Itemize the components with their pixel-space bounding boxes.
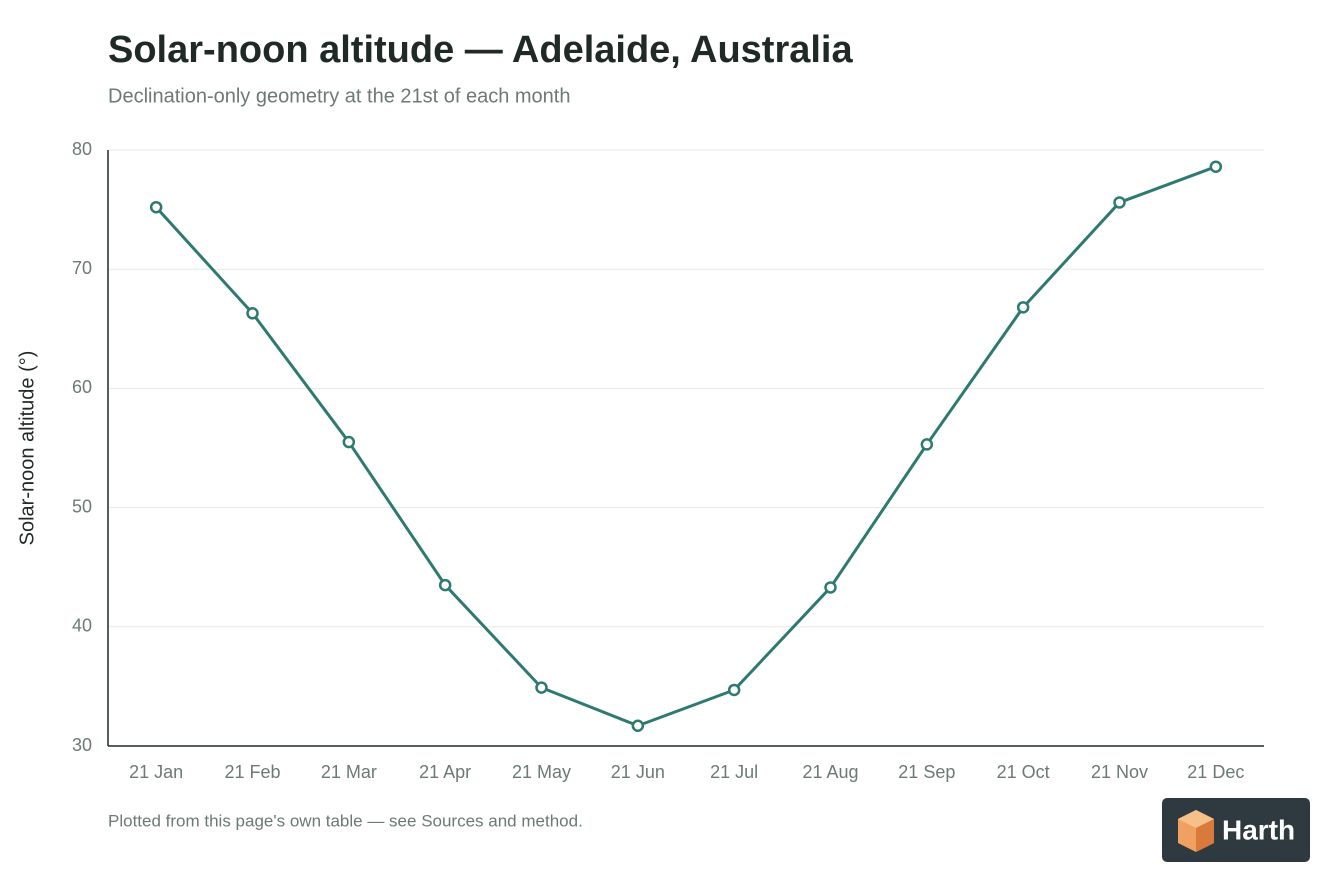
data-point: [438, 578, 452, 592]
chart-title: Solar-noon altitude — Adelaide, Australi…: [108, 29, 853, 71]
y-tick-label: 50: [72, 496, 92, 516]
x-tick-label: 21 Mar: [321, 762, 377, 782]
y-axis-label: Solar-noon altitude (°): [16, 351, 38, 546]
x-tick-label: 21 Apr: [419, 762, 471, 782]
y-tick-label: 80: [72, 139, 92, 159]
x-tick-label: 21 Jun: [611, 762, 665, 782]
data-point: [149, 200, 163, 214]
chart-subtitle: Declination-only geometry at the 21st of…: [108, 85, 570, 107]
x-tick-label: 21 Sep: [898, 762, 955, 782]
brand-logo: Harth: [1162, 798, 1310, 862]
x-tick-label: 21 Nov: [1091, 762, 1148, 782]
x-tick-label: 21 May: [512, 762, 571, 782]
x-tick-label: 21 Jan: [129, 762, 183, 782]
data-point: [535, 681, 548, 694]
x-tick-label: 21 Dec: [1187, 762, 1244, 782]
y-tick-label: 30: [72, 735, 92, 755]
data-line: [155, 165, 1217, 728]
data-point: [246, 307, 259, 320]
data-point: [1209, 160, 1223, 173]
logo-cube-side: [1196, 819, 1214, 852]
data-point: [342, 435, 356, 449]
x-tick-label: 21 Jul: [710, 762, 758, 782]
data-point: [1113, 196, 1126, 209]
y-tick-label: 70: [72, 258, 92, 278]
footnote: Plotted from this page's own table — see…: [108, 811, 583, 830]
data-point: [1016, 301, 1030, 314]
y-tick-label: 60: [72, 377, 92, 397]
y-tick-label: 40: [72, 616, 92, 636]
x-tick-label: 21 Oct: [997, 762, 1050, 782]
data-point: [727, 683, 741, 697]
data-point: [920, 438, 934, 451]
x-tick-label: 21 Aug: [802, 762, 858, 782]
logo-text: Harth: [1222, 814, 1295, 845]
data-point: [631, 719, 645, 732]
x-tick-label: 21 Feb: [224, 762, 280, 782]
data-point: [824, 581, 837, 594]
